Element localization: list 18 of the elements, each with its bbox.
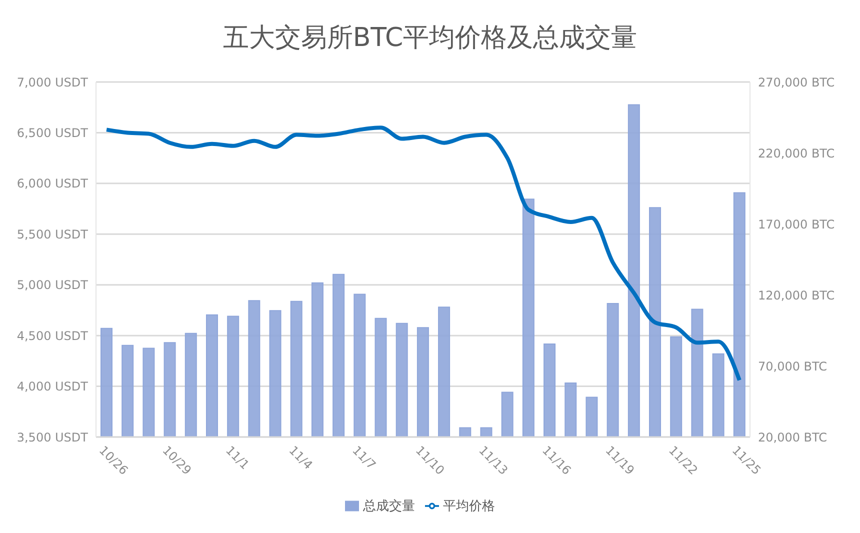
y-tick-label: 7,000 USDT	[16, 75, 89, 90]
legend-label: 平均价格	[443, 499, 495, 514]
y-tick-label: 5,500 USDT	[16, 227, 89, 242]
chart-title: 五大交易所BTC平均价格及总成交量	[222, 22, 638, 55]
y2-tick-label: 70,000 BTC	[758, 359, 828, 374]
y2-tick-label: 270,000 BTC	[758, 75, 835, 90]
y2-tick-label: 170,000 BTC	[758, 217, 835, 232]
y-tick-label: 6,500 USDT	[16, 126, 89, 140]
y2-tick-label: 120,000 BTC	[758, 288, 835, 302]
y-tick-label: 4,500 USDT	[16, 328, 89, 343]
y2-tick-label: 20,000 BTC	[758, 430, 828, 444]
y-tick-label: 4,000 USDT	[16, 380, 89, 394]
legend-label: 总成交量	[363, 499, 415, 514]
y-tick-label: 3,500 USDT	[16, 430, 89, 444]
line-series	[104, 126, 742, 382]
y-tick-label: 5,000 USDT	[16, 278, 89, 292]
y-tick-label: 6,000 USDT	[16, 176, 89, 191]
y2-tick-label: 220,000 BTC	[758, 146, 835, 160]
